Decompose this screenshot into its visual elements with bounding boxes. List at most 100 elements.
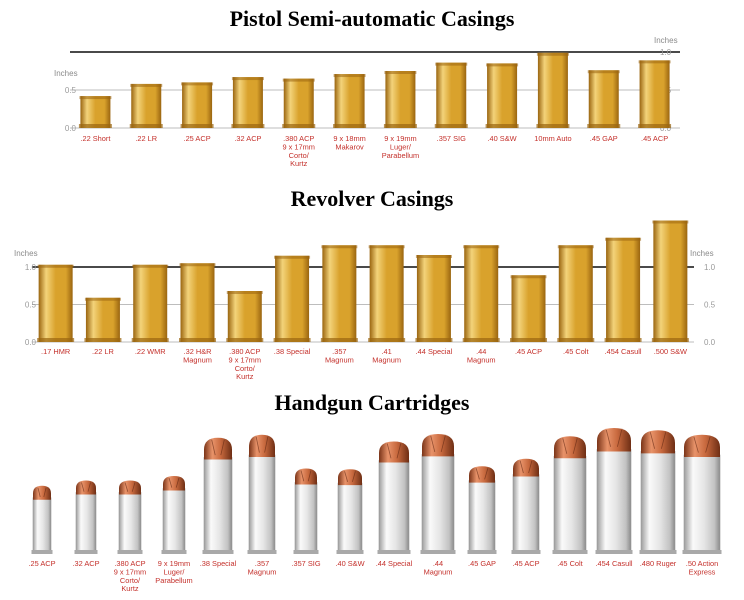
cartridge-45-acp-case [512, 474, 540, 552]
cartridge-label-38-special: .38 Special [200, 559, 237, 568]
cartridge-32-acp-bullet [76, 480, 96, 495]
revolver-casing-32-h-r-magnum-mouth [179, 263, 216, 267]
cartridge-454-casull-hollow-point [605, 429, 623, 447]
pistol-casing-32-acp [231, 77, 265, 128]
cartridge-45-gap-bullet [469, 466, 495, 483]
revolver-right-tick-label: 0.0 [704, 338, 716, 347]
revolver-casing-38-special-mouth [274, 255, 311, 259]
pistol-casing-9-x-18mm-makarov [333, 74, 367, 128]
cartridge-45-colt-bullet [554, 436, 586, 459]
cartridge-label-454-casull: .454 Casull [596, 559, 633, 568]
pistol-label-9-x-19mm-luger-parabellum: 9 x 19mm Luger/Parabellum [382, 134, 419, 160]
revolver-casing-380-acp-9-x-17mm-corto-kurtz-rim [226, 338, 264, 342]
revolver-left-tick-label: 1.0 [25, 263, 37, 272]
handgun-cartridges-chart: .25 ACP .32 ACP .380 ACP 9 x 17mm Corto/Kurt… [0, 418, 744, 600]
pistol-casing-40-s-w [485, 63, 519, 128]
pistol-casing-45-acp-body [639, 60, 670, 128]
revolver-casing-45-acp-rim [510, 338, 547, 342]
revolver-casing-45-acp-body [511, 275, 546, 342]
cartridge-32-acp [74, 480, 98, 554]
revolver-right-tick-label: 0.5 [704, 301, 716, 310]
cartridge-32-acp-rim [74, 550, 98, 554]
cartridge-label-480-ruger: .480 Ruger [640, 559, 677, 568]
cartridge-label-380-acp-9-x-17mm-corto-kurtz: .380 ACP 9 x 17mm Corto/Kurtz [114, 559, 146, 593]
revolver-left-tick-label: 0.5 [25, 301, 37, 310]
revolver-casing-22-lr-body [85, 297, 120, 342]
pistol-casing-25-acp [180, 82, 214, 128]
pistol-chart-title: Pistol Semi-automatic Casings [229, 6, 515, 31]
cartridge-9-x-19mm-luger-parabellum-hollow-point [168, 477, 180, 488]
pistol-casing-45-acp [638, 60, 672, 128]
pistol-label-25-acp: .25 ACP [184, 134, 211, 143]
pistol-casing-40-s-w-body [487, 63, 518, 128]
cartridge-label-45-gap: .45 GAP [468, 559, 496, 568]
cartridges-chart-title: Handgun Cartridges [274, 390, 470, 415]
cartridge-9-x-19mm-luger-parabellum-rim [161, 550, 187, 554]
revolver-casings-svg: 1.0 0.5 0.0 Inches 1.0 0.5 0.0 Inches .17 HMR .22… [14, 220, 716, 381]
pistol-casing-380-acp-9-x-17mm-corto-kurtz-mouth [282, 78, 315, 82]
cartridge-40-s-w-rim [336, 550, 364, 554]
cartridge-357-sig-rim [293, 550, 319, 554]
pistol-casing-22-lr-body [131, 83, 162, 128]
pistol-casing-10mm-auto [536, 52, 570, 128]
cartridge-45-colt-case [553, 455, 587, 552]
cartridge-45-gap-rim [467, 550, 497, 554]
cartridge-45-acp-hollow-point [519, 460, 533, 474]
cartridge-44-magnum-hollow-point [430, 435, 446, 453]
cartridge-25-acp [31, 485, 53, 554]
pistol-casing-25-acp-mouth [181, 82, 214, 86]
cartridge-357-magnum-rim [247, 550, 277, 554]
cartridge-357-sig-bullet [295, 468, 317, 485]
cartridge-357-magnum [247, 434, 277, 554]
pistol-casing-40-s-w-mouth [486, 63, 519, 67]
pistol-casing-22-short-body [80, 96, 111, 128]
cartridge-32-acp-case [75, 492, 97, 552]
pistol-label-357-sig: .357 SIG [437, 134, 466, 143]
revolver-casing-380-acp-9-x-17mm-corto-kurtz-mouth [226, 291, 263, 294]
revolver-label-17-hmr: .17 HMR [41, 347, 70, 356]
pistol-casing-357-sig [434, 62, 468, 128]
pistol-label-45-gap: .45 GAP [590, 134, 618, 143]
revolver-label-22-lr: .22 LR [92, 347, 114, 356]
cartridge-44-special-bullet [379, 441, 409, 463]
revolver-casing-500-s-w-rim [651, 338, 689, 342]
cartridge-label-45-colt: .45 Colt [557, 559, 582, 568]
cartridge-38-special-bullet [204, 437, 232, 460]
revolver-label-44-special: .44 Special [416, 347, 453, 356]
pistol-casing-45-gap-body [588, 70, 619, 128]
revolver-casing-38-special [273, 255, 311, 342]
cartridge-357-magnum-bullet [249, 434, 275, 458]
revolver-label-357-magnum: .357 Magnum [325, 347, 354, 364]
pistol-casing-22-short-mouth [79, 96, 112, 100]
revolver-label-44-magnum: .44 Magnum [467, 347, 496, 364]
revolver-casing-45-colt-body [558, 245, 593, 342]
revolver-left-unit-label: Inches [14, 249, 38, 258]
revolver-casing-44-magnum-mouth [463, 245, 500, 249]
pistol-casing-380-acp-9-x-17mm-corto-kurtz-body [283, 78, 314, 128]
cartridge-357-sig-case [294, 482, 318, 552]
pistol-casing-9-x-19mm-luger-parabellum-mouth [384, 71, 417, 74]
pistol-casing-9-x-19mm-luger-parabellum [383, 71, 417, 128]
revolver-casing-38-special-body [275, 255, 310, 342]
cartridge-label-50-action-express: .50 Action Express [686, 559, 718, 576]
pistol-casing-9-x-18mm-makarov-mouth [333, 74, 366, 78]
cartridge-label-32-acp: .32 ACP [72, 559, 99, 568]
cartridge-454-casull-case [596, 449, 632, 552]
cartridge-label-44-special: .44 Special [376, 559, 413, 568]
revolver-casing-17-hmr-body [38, 264, 73, 342]
cartridge-357-magnum-case [248, 454, 276, 552]
revolver-casing-45-colt [557, 245, 595, 342]
cartridge-label-40-s-w: .40 S&W [335, 559, 364, 568]
cartridge-45-gap-case [468, 480, 496, 552]
cartridge-480-ruger-rim [639, 550, 677, 554]
revolver-casing-454-casull-mouth [605, 237, 642, 241]
pistol-casing-45-gap-rim [587, 124, 621, 128]
cartridge-label-357-sig: .357 SIG [291, 559, 320, 568]
revolver-casing-44-magnum-rim [462, 338, 500, 342]
cartridge-44-special [377, 441, 411, 554]
revolver-left-tick-label: 0.0 [25, 338, 37, 347]
revolver-casing-45-colt-mouth [557, 245, 594, 249]
cartridge-44-special-rim [377, 550, 411, 554]
